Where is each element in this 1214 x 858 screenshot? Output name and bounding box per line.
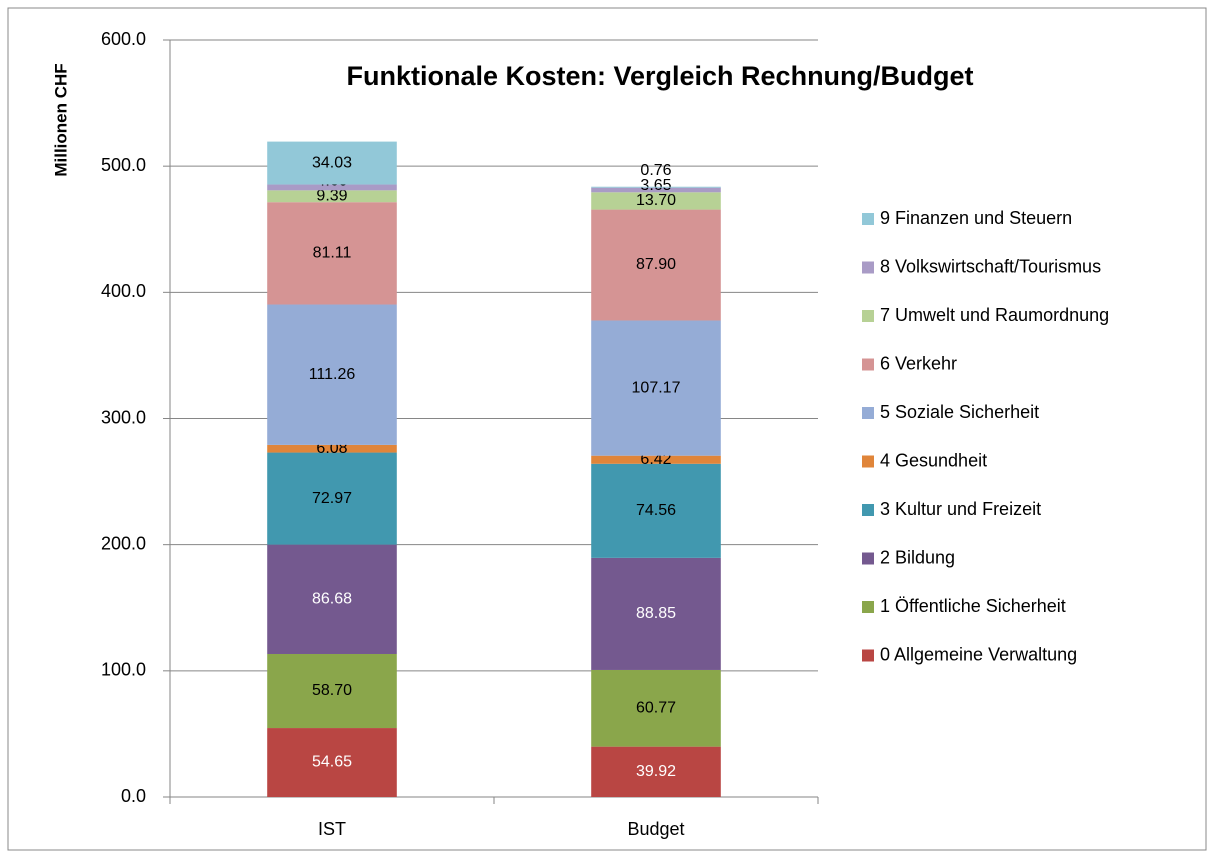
bar-segment xyxy=(591,209,721,321)
legend-swatch xyxy=(862,310,874,322)
bar-segment xyxy=(267,452,397,545)
bar-segment xyxy=(267,653,397,729)
data-label: 74.56 xyxy=(636,502,676,519)
y-tick-label: 500.0 xyxy=(101,155,146,175)
legend-swatch xyxy=(862,504,874,516)
legend-label: 3 Kultur und Freizeit xyxy=(880,499,1041,519)
bar-segment xyxy=(267,304,397,445)
legend-label: 4 Gesundheit xyxy=(880,450,987,470)
bar-segment xyxy=(267,202,397,305)
data-label: 60.77 xyxy=(636,700,676,717)
legend-label: 8 Volkswirtschaft/Tourismus xyxy=(880,256,1101,276)
data-label: 86.68 xyxy=(312,591,352,608)
x-tick-label: Budget xyxy=(627,819,684,839)
bar-segment xyxy=(591,186,721,188)
legend-swatch xyxy=(862,455,874,468)
legend-swatch xyxy=(862,213,874,225)
legend-label: 7 Umwelt und Raumordnung xyxy=(880,305,1109,325)
data-label: 107.17 xyxy=(632,379,681,396)
data-label: 34.03 xyxy=(312,154,352,171)
bar-segment xyxy=(591,669,721,747)
chart-title: Funktionale Kosten: Vergleich Rechnung/B… xyxy=(346,61,973,91)
data-label: 54.65 xyxy=(312,754,352,771)
data-label: 111.26 xyxy=(309,366,356,383)
bar-segment xyxy=(591,187,721,193)
y-tick-label: 100.0 xyxy=(101,660,146,680)
legend-swatch xyxy=(862,649,874,662)
bar-segment xyxy=(267,141,397,185)
bar-segment xyxy=(267,544,397,654)
legend-label: 5 Soziale Sicherheit xyxy=(880,402,1039,422)
y-tick-label: 600.0 xyxy=(101,29,146,49)
bar-segment xyxy=(591,192,721,210)
y-tick-label: 300.0 xyxy=(101,407,146,427)
data-label: 13.70 xyxy=(636,192,676,209)
legend-label: 6 Verkehr xyxy=(880,353,957,373)
y-tick-label: 0.0 xyxy=(121,786,146,806)
bar-segment xyxy=(267,184,397,191)
y-tick-label: 400.0 xyxy=(101,281,146,301)
legend-label: 9 Finanzen und Steuern xyxy=(880,208,1072,228)
data-label: 39.92 xyxy=(636,763,676,780)
bar-segment xyxy=(591,320,721,456)
y-axis-label: Millionen CHF xyxy=(51,63,70,176)
bar-segment xyxy=(591,455,721,464)
data-label: 9.39 xyxy=(316,187,347,204)
data-label: 0.76 xyxy=(640,162,671,179)
legend-swatch xyxy=(862,358,874,371)
bar-segment xyxy=(591,463,721,558)
data-label: 87.90 xyxy=(636,256,676,273)
legend-label: 0 Allgemeine Verwaltung xyxy=(880,644,1077,664)
legend-swatch xyxy=(862,601,874,613)
bar-segment xyxy=(267,190,397,203)
bar-segment xyxy=(591,557,721,670)
y-tick-label: 200.0 xyxy=(101,533,146,553)
legend-swatch xyxy=(862,261,874,274)
legend-swatch xyxy=(862,407,874,419)
bar-segment xyxy=(267,728,397,797)
data-label: 3.65 xyxy=(640,177,671,194)
legend-label: 2 Bildung xyxy=(880,547,955,567)
x-tick-label: IST xyxy=(318,819,346,839)
legend-label: 1 Öffentliche Sicherheit xyxy=(880,596,1066,616)
data-label: 58.70 xyxy=(312,682,352,699)
data-label: 81.11 xyxy=(313,245,352,262)
data-label: 88.85 xyxy=(636,605,676,622)
data-label: 72.97 xyxy=(312,490,352,507)
legend-swatch xyxy=(862,552,874,565)
bar-segment xyxy=(267,444,397,453)
bar-segment xyxy=(591,746,721,797)
